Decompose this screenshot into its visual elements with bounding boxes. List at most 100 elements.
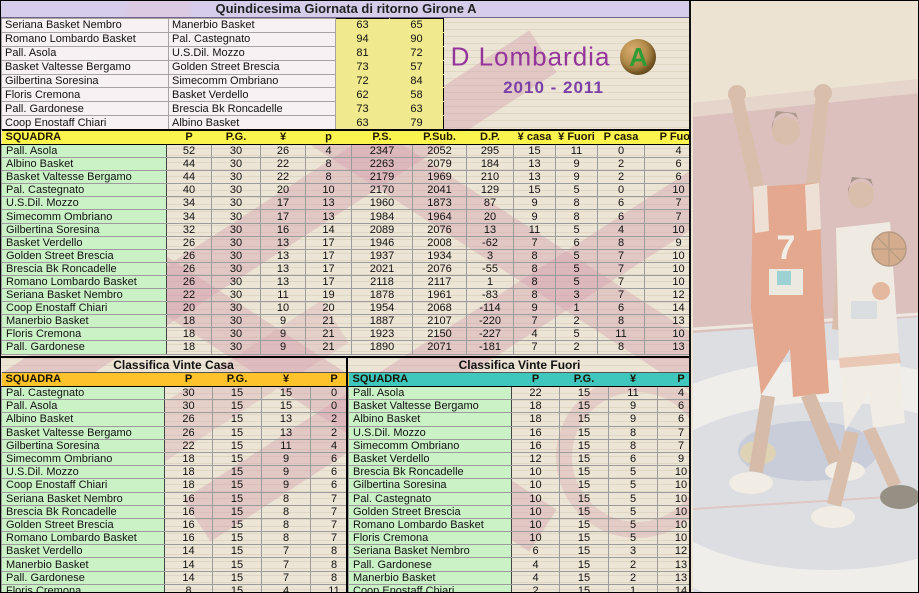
table-row: Pall. Gardonese Brescia Bk Roncadelle 73 63 [1, 101, 444, 117]
team-cell: Brescia Bk Roncadelle [1, 261, 167, 276]
losses-cell: 10 [657, 491, 689, 506]
away-losses-cell: 10 [644, 183, 689, 198]
team-cell: Manerbio Basket [1, 314, 167, 329]
wins-cell: 4 [261, 583, 311, 592]
points-scored-cell: 1984 [351, 209, 413, 224]
away-losses-cell: 6 [644, 157, 689, 172]
team-cell: U.S.Dil. Mozzo [1, 196, 167, 211]
points-conceded-cell: 1934 [412, 248, 467, 263]
wins-cell: 9 [608, 412, 658, 427]
table-row: Basket Verdello 26 30 13 17 1946 2008 -62 7 6 8 9 [1, 235, 689, 250]
games-played-cell: 15 [559, 478, 609, 493]
wins-cell: 13 [260, 261, 306, 276]
team-cell: Pall. Asola [348, 385, 512, 401]
column-header: SQUADRA [348, 372, 512, 387]
points-diff-cell: 13 [466, 222, 514, 237]
table-row: Albino Basket 44 30 22 8 2263 2079 184 13 9 2 6 [1, 157, 689, 172]
wins-cell: 8 [608, 425, 658, 440]
team-cell: Basket Verdello [1, 235, 167, 250]
points-scored-cell: 1887 [351, 314, 413, 329]
team-cell: Seriana Basket Nembro [348, 544, 512, 559]
table-row: Basket Verdello 12 15 6 9 [348, 451, 689, 467]
table-row: Basket Valtesse Bergamo 44 30 22 8 2179 1969 21… [1, 170, 689, 185]
wins-cell: 9 [260, 327, 306, 342]
games-played-cell: 15 [559, 385, 609, 401]
header-row: SQUADRA P P.G. ¥ P [348, 372, 689, 387]
away-losses-cell: 10 [644, 274, 689, 290]
match-photo: 7 [693, 1, 918, 592]
column-header: p [305, 129, 352, 145]
games-played-cell: 15 [212, 544, 262, 559]
wins-cell: 11 [608, 385, 658, 401]
home-wins-cell: 8 [513, 274, 556, 290]
away-wins-cell: 5 [555, 327, 598, 342]
home-losses-cell: 7 [597, 248, 645, 263]
games-played-cell: 30 [211, 340, 261, 355]
points-cell: 18 [164, 451, 213, 467]
away-score-cell: 79 [389, 115, 444, 131]
away-losses-cell: 10 [644, 248, 689, 263]
games-played-cell: 30 [211, 196, 261, 211]
losses-cell: 8 [305, 170, 352, 185]
losses-cell: 21 [305, 314, 352, 329]
table-row: Albino Basket 18 15 9 6 [348, 412, 689, 427]
table-row: Pall. Asola 52 30 26 4 2347 2052 295 15 11 0 4 [1, 143, 689, 159]
team-cell: Romano Lombardo Basket [1, 531, 165, 546]
away-team-cell: U.S.Dil. Mozzo [168, 45, 336, 61]
table-row: Basket Valtesse Bergamo Golden Street Bre… [1, 59, 444, 75]
away-team-cell: Brescia Bk Roncadelle [168, 101, 336, 117]
table-row: Golden Street Brescia 26 30 13 17 1937 1934 3 8 5… [1, 248, 689, 263]
home-losses-cell: 6 [597, 209, 645, 224]
table-row: Gilbertina Soresina 10 15 5 10 [348, 478, 689, 493]
games-played-cell: 15 [212, 557, 262, 572]
games-played-cell: 15 [212, 478, 262, 493]
home-losses-cell: 8 [597, 314, 645, 329]
points-conceded-cell: 1964 [412, 209, 467, 224]
wins-cell: 13 [261, 412, 311, 427]
table-row: Golden Street Brescia 16 15 8 7 [1, 517, 358, 533]
wins-cell: 5 [608, 491, 658, 506]
games-played-cell: 15 [559, 544, 609, 559]
losses-cell: 7 [657, 438, 689, 453]
table-row: Albino Basket 26 15 13 2 [1, 412, 358, 427]
table-row: U.S.Dil. Mozzo 18 15 9 6 [1, 465, 358, 480]
wins-cell: 8 [261, 491, 311, 506]
home-wins-cell: 7 [513, 340, 556, 355]
points-diff-cell: 3 [466, 248, 514, 263]
games-played-cell: 15 [559, 557, 609, 572]
wins-cell: 3 [608, 544, 658, 559]
away-losses-cell: 7 [644, 196, 689, 211]
away-wins-cell: 2 [555, 340, 598, 355]
away-losses-cell: 7 [644, 209, 689, 224]
wins-cell: 7 [261, 544, 311, 559]
points-cell: 30 [164, 399, 213, 414]
away-losses-cell: 12 [644, 288, 689, 303]
season-label: 2010 - 2011 [503, 78, 604, 97]
home-score-cell: 73 [335, 59, 390, 75]
away-wins-cell: 5 [555, 222, 598, 237]
wins-cell: 5 [608, 531, 658, 546]
table-row: U.S.Dil. Mozzo 34 30 17 13 1960 1873 87 9 8 6 7 [1, 196, 689, 211]
games-played-cell: 15 [212, 465, 262, 480]
home-team-cell: Pall. Gardonese [1, 101, 169, 117]
wins-cell: 13 [260, 235, 306, 250]
losses-cell: 13 [657, 570, 689, 585]
table-row: Romano Lombardo Basket 10 15 5 10 [348, 517, 689, 533]
games-played-cell: 30 [211, 209, 261, 224]
points-conceded-cell: 2117 [412, 274, 467, 290]
wins-cell: 5 [608, 478, 658, 493]
column-header: P casa [597, 129, 645, 145]
games-played-cell: 15 [212, 438, 262, 453]
table-row: Romano Lombardo Basket 16 15 8 7 [1, 531, 358, 546]
table-row: Pall. Gardonese 18 30 9 21 1890 2071 -181 7 2 8 13 [1, 340, 689, 355]
wins-cell: 8 [261, 504, 311, 519]
home-wins-cell: 8 [513, 248, 556, 263]
team-cell: Albino Basket [348, 412, 512, 427]
home-wins-cell: 13 [513, 170, 556, 185]
games-played-cell: 15 [559, 465, 609, 480]
points-cell: 16 [164, 517, 213, 533]
column-header: P.G. [559, 372, 609, 387]
points-scored-cell: 2118 [351, 274, 413, 290]
points-scored-cell: 1954 [351, 301, 413, 316]
team-cell: Golden Street Brescia [348, 504, 512, 519]
